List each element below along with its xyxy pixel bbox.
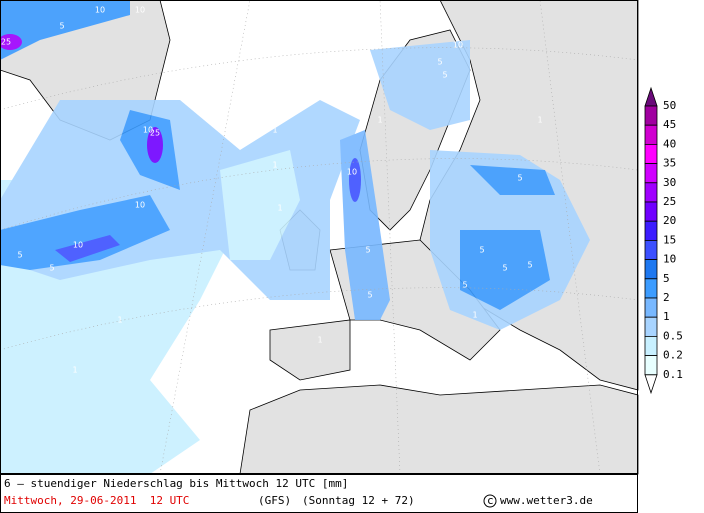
contour-label: 1 [72,366,77,375]
legend-label: 0.5 [663,329,683,342]
legend: 50 45 40 35 30 25 20 15 10 5 2 1 0.5 0.2 0.1 [644,86,683,395]
contour-label: 10 [453,41,463,50]
legend-swatch [644,124,658,145]
contour-label: 5 [367,291,372,300]
graticule-line [159,0,251,475]
contour-label: 10 [95,6,105,15]
precip-area [0,34,22,50]
legend-swatch [644,163,658,184]
contour-label: 5 [527,261,532,270]
legend-swatch [644,220,658,241]
contour-label: 5 [442,71,447,80]
legend-label: 25 [663,195,676,208]
legend-label: 40 [663,137,676,150]
precip-area [370,40,470,130]
legend-swatch [644,239,658,260]
legend-swatch [644,278,658,299]
land-africa [239,384,639,475]
legend-label: 0.1 [663,368,683,381]
precip-area [0,0,130,60]
precip-area [147,127,163,163]
contour-label: 5 [479,246,484,255]
precip-area [55,235,120,262]
contour-label: 1 [272,126,277,135]
legend-swatch [644,297,658,318]
contour-label: 10 [135,201,145,210]
contour-label: 5 [517,174,522,183]
precip-area [349,158,361,202]
legend-label: 35 [663,157,676,170]
legend-swatch [644,201,658,222]
legend-label: 2 [663,291,670,304]
contour-label: 10 [73,241,83,250]
precipitation [0,0,590,474]
contour-label: 5 [17,251,22,260]
contour-label: 1 [317,336,322,345]
legend-swatch [644,335,658,356]
legend-swatch [644,105,658,126]
legend-swatch [644,316,658,337]
footer-box [0,474,638,513]
legend-label: 10 [663,253,676,266]
copyright-icon [483,494,497,508]
precip-area [470,165,555,195]
legend-label: 15 [663,233,676,246]
map-frame [0,0,638,474]
legend-swatch [644,143,658,164]
contour-label: 1 [117,316,122,325]
contour-label: 1 [277,204,282,213]
contour-label: 10 [135,6,145,15]
precip-area [0,195,170,270]
legend-label: 30 [663,176,676,189]
precip-area [460,230,550,310]
legend-label: 50 [663,99,676,112]
legend-label: 20 [663,214,676,227]
contour-label: 5 [502,264,507,273]
contour-label: 1 [472,311,477,320]
legend-label: 5 [663,272,670,285]
legend-label: 1 [663,310,670,323]
contour-label: 5 [462,281,467,290]
contour-label: 5 [437,58,442,67]
legend-label: 0.2 [663,349,683,362]
contour-label: 10 [143,126,153,135]
copyright-letter: c [487,494,494,507]
legend-swatch [644,182,658,203]
contour-label: 1 [272,161,277,170]
footer-model: (GFS) [258,494,291,507]
contour-label: 25 [150,129,160,138]
contour-label: 1 [537,116,542,125]
contour-label: 5 [59,22,64,31]
graticule [0,0,639,475]
legend-arrow-bottom [644,374,658,395]
footer-title: 6 – stuendiger Niederschlag bis Mittwoch… [4,477,348,490]
legend-swatch [644,355,658,376]
contour-label: 5 [365,246,370,255]
precip-area [220,150,300,260]
land-iberia [269,319,351,381]
contour-label: 5 [49,264,54,273]
footer: 6 – stuendiger Niederschlag bis Mittwoch… [0,474,638,513]
contour-label: 1 [252,121,257,130]
legend-swatch [644,259,658,280]
contour-label: 1 [312,94,317,103]
footer-site: www.wetter3.de [500,494,593,507]
footer-date: Mittwoch, 29-06-2011 12 UTC [4,494,189,507]
contour-label: 1 [377,116,382,125]
contour-label: 10 [347,168,357,177]
contour-label: 25 [1,38,11,47]
footer-run: (Sonntag 12 + 72) [302,494,415,507]
legend-label: 45 [663,118,676,131]
